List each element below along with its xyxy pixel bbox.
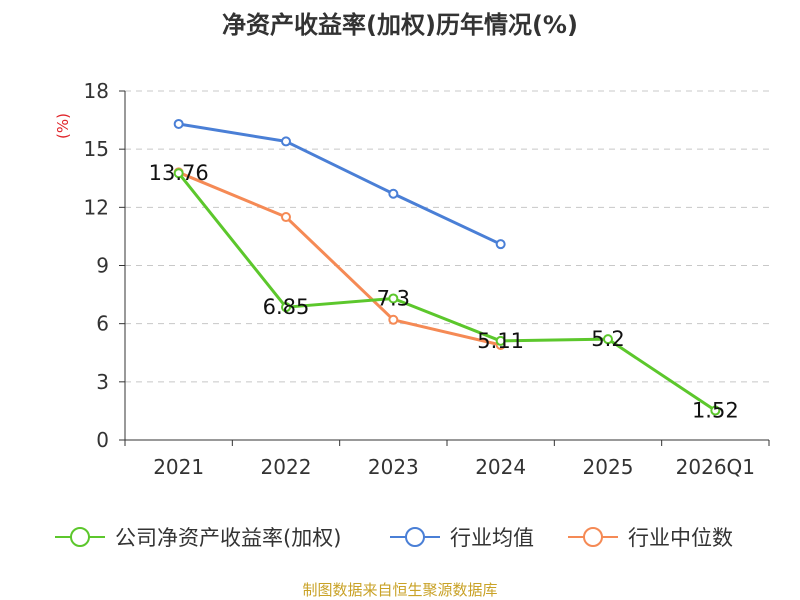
legend-swatch-marker: [70, 527, 90, 547]
data-label: 5.11: [477, 329, 524, 353]
legend-swatch-marker: [405, 527, 425, 547]
series-point: [281, 302, 291, 313]
y-tick-label: 0: [96, 428, 109, 452]
source-note: 制图数据来自恒生聚源数据库: [302, 581, 497, 599]
axes: 0 3 6 9 12 15 18 2021 2022 2023 2024 2025 2026Q1: [84, 79, 770, 479]
series-point: [388, 314, 399, 325]
y-tick-label: 9: [96, 254, 109, 278]
y-tick-label: 18: [84, 79, 109, 103]
y-axis-unit-label: (%): [54, 113, 72, 139]
series-line: [177, 170, 503, 347]
legend-item[interactable]: 行业中位数: [568, 526, 733, 550]
legend-label: 公司净资产收益率(加权): [115, 526, 341, 550]
series-point: [173, 118, 184, 129]
data-label: 5.2: [591, 327, 624, 351]
data-label: 1.52: [692, 399, 739, 423]
grid-lines: [125, 90, 769, 383]
series-point: [388, 188, 399, 199]
series-point: [281, 212, 291, 223]
series-point: [388, 293, 399, 304]
series-point: [495, 335, 506, 346]
y-tick-label: 12: [84, 195, 109, 219]
legend-swatch-marker: [583, 527, 603, 547]
series-point: [173, 168, 184, 179]
x-tick-label: 2026Q1: [676, 455, 755, 479]
y-tick-label: 3: [96, 370, 109, 394]
data-label: 13.76: [149, 161, 209, 185]
series-lines: [173, 118, 721, 416]
data-label: 7.3: [377, 286, 410, 310]
legend-item[interactable]: 公司净资产收益率(加权): [55, 526, 341, 550]
data-labels: 13.76 6.85 7.3 5.11 5.2 1.52: [149, 161, 739, 422]
legend[interactable]: 公司净资产收益率(加权) 行业均值 行业中位数: [55, 526, 733, 550]
x-tick-label: 2025: [583, 455, 634, 479]
data-label: 6.85: [263, 295, 310, 319]
chart-title: 净资产收益率(加权)历年情况(%): [222, 11, 578, 39]
series-point: [710, 405, 721, 416]
series-point: [603, 334, 613, 345]
y-tick-label: 6: [96, 312, 109, 336]
x-tick-label: 2024: [475, 455, 526, 479]
series-line: [177, 122, 503, 246]
series-line: [177, 171, 717, 413]
x-tick-label: 2022: [261, 455, 312, 479]
x-tick-label: 2021: [153, 455, 204, 479]
legend-label: 行业均值: [450, 526, 534, 550]
y-tick-label: 15: [84, 137, 109, 161]
x-tick-label: 2023: [368, 455, 419, 479]
legend-label: 行业中位数: [628, 526, 733, 550]
series-point: [495, 239, 506, 250]
legend-item[interactable]: 行业均值: [390, 526, 534, 550]
series-point: [281, 136, 291, 147]
